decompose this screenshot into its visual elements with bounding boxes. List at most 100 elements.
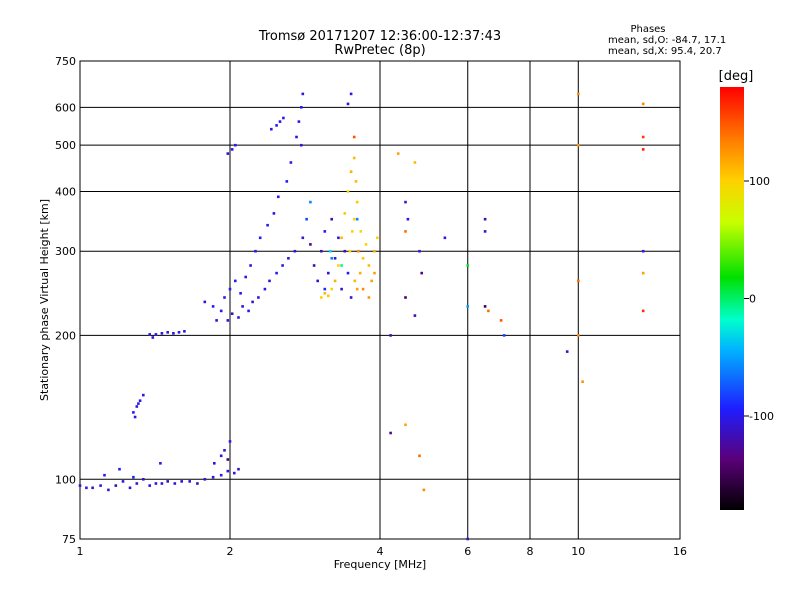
data-point <box>466 305 469 308</box>
data-point <box>258 236 262 240</box>
data-points <box>78 92 645 541</box>
data-point <box>219 309 223 313</box>
data-point <box>376 236 379 240</box>
data-point <box>118 467 121 471</box>
stats-line-o: mean, sd,O: -84.7, 17.1 <box>608 35 726 46</box>
data-point <box>215 319 218 322</box>
data-point <box>323 230 327 233</box>
data-point <box>316 279 319 283</box>
data-point <box>177 331 181 334</box>
data-point <box>282 116 285 120</box>
data-point <box>85 486 88 490</box>
y-tick-label: 100 <box>55 473 76 486</box>
data-point <box>213 462 216 465</box>
data-point <box>364 243 368 246</box>
data-point <box>483 305 487 308</box>
y-tick-label: 400 <box>55 185 76 198</box>
data-point <box>154 333 158 336</box>
data-point <box>249 264 252 267</box>
y-tick-label: 300 <box>55 245 76 258</box>
data-point <box>577 92 580 96</box>
data-point <box>166 480 169 483</box>
data-point <box>305 217 308 221</box>
data-point <box>349 296 353 299</box>
data-point <box>404 200 407 204</box>
y-axis-ticks: 75 100 200 300 400 500 600 750 <box>55 55 76 546</box>
data-point <box>355 200 359 204</box>
data-point <box>196 482 199 485</box>
data-point <box>270 127 273 131</box>
data-point <box>244 275 247 279</box>
data-point <box>138 399 142 402</box>
data-point <box>337 264 340 267</box>
data-point <box>323 292 327 295</box>
data-point <box>211 305 215 308</box>
data-point <box>277 195 280 199</box>
data-point <box>132 411 135 414</box>
data-point <box>151 336 155 339</box>
y-tick-label: 200 <box>55 329 76 342</box>
data-point <box>327 294 330 298</box>
data-point <box>159 462 162 465</box>
data-point <box>226 458 230 461</box>
data-point <box>297 120 301 123</box>
data-point <box>230 312 234 315</box>
data-point <box>641 102 645 106</box>
data-point <box>329 249 332 253</box>
data-point <box>309 243 312 246</box>
stats-title: Phases <box>630 24 665 35</box>
data-point <box>349 170 353 173</box>
data-point <box>340 264 343 267</box>
data-point <box>346 102 350 106</box>
data-point <box>257 296 260 299</box>
data-point <box>389 431 392 435</box>
data-point <box>641 135 645 139</box>
data-point <box>422 488 426 492</box>
data-point <box>352 135 356 139</box>
data-point <box>275 271 278 275</box>
data-point <box>103 473 106 477</box>
data-point <box>114 484 118 487</box>
x-axis-label: Frequency [MHz] <box>334 558 426 571</box>
data-point <box>135 405 139 408</box>
data-point <box>358 271 362 275</box>
data-point <box>295 135 298 139</box>
data-point <box>203 300 207 304</box>
data-point <box>443 236 447 240</box>
data-point <box>641 148 645 151</box>
data-point <box>228 440 232 443</box>
data-point <box>263 287 267 291</box>
data-point <box>346 271 350 275</box>
data-point <box>148 333 151 336</box>
data-point <box>641 249 645 253</box>
data-point <box>188 480 191 483</box>
data-point <box>320 296 323 299</box>
data-point <box>180 480 183 483</box>
data-point <box>223 296 226 299</box>
data-point <box>309 200 312 204</box>
data-point <box>359 230 363 233</box>
data-point <box>172 332 175 335</box>
data-point <box>330 287 333 291</box>
colorbar-tick-label: 0 <box>749 293 756 306</box>
data-point <box>128 486 132 490</box>
chart-title: Tromsø 20171207 12:36:00-12:37:43 <box>258 29 501 44</box>
data-point <box>466 264 469 267</box>
data-point <box>330 217 333 221</box>
data-point <box>219 454 223 458</box>
data-point <box>337 236 340 240</box>
data-point <box>226 152 230 155</box>
data-point <box>577 279 580 283</box>
grid-lines <box>80 61 680 539</box>
data-point <box>233 471 236 475</box>
data-point <box>483 230 487 233</box>
data-point <box>301 236 305 240</box>
data-point <box>641 309 645 313</box>
data-point <box>323 287 327 291</box>
data-point <box>330 257 333 260</box>
data-point <box>466 537 469 541</box>
y-axis-label: Stationary phase Virtual Height [km] <box>38 199 51 401</box>
x-tick-label: 10 <box>571 545 585 558</box>
data-point <box>327 271 330 275</box>
